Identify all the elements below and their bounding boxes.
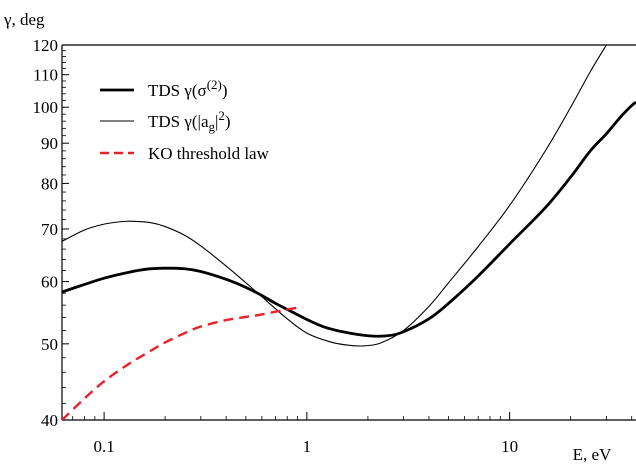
y-tick-label: 60 <box>41 273 58 292</box>
legend-label-3: KO threshold law <box>148 144 270 163</box>
legend: TDS γ(σ(2)) TDS γ(|ag|2) KO threshold law <box>100 77 270 163</box>
x-tick-label: 0.1 <box>93 437 114 456</box>
y-axis-label: γ, deg <box>3 10 45 29</box>
series-group <box>62 45 636 420</box>
series-line-3 <box>62 305 303 420</box>
legend-label-2: TDS γ(|ag|2) <box>148 108 231 134</box>
x-axis: 0.1 1 10 <box>72 412 633 456</box>
legend-label-1: TDS γ(σ(2)) <box>148 77 228 100</box>
y-tick-label: 40 <box>41 411 58 430</box>
x-axis-label: E, eV <box>573 445 612 464</box>
y-axis: 40 50 60 70 80 90 100 110 120 <box>33 36 69 430</box>
y-tick-label: 90 <box>41 134 58 153</box>
y-tick-label: 50 <box>41 335 58 354</box>
x-tick-label: 1 <box>303 437 312 456</box>
y-tick-label: 80 <box>41 174 58 193</box>
y-tick-label: 110 <box>33 66 58 85</box>
y-tick-label: 120 <box>33 36 59 55</box>
y-tick-label: 70 <box>41 220 58 239</box>
y-tick-label: 100 <box>33 98 59 117</box>
series-line-2 <box>62 45 607 347</box>
x-tick-label: 10 <box>501 437 518 456</box>
series-line-1 <box>62 101 636 338</box>
plot-frame <box>61 44 636 421</box>
